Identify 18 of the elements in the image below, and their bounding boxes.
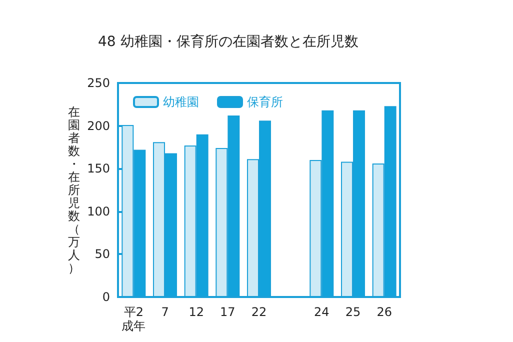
x-tick-label: 25	[345, 305, 361, 319]
x-tick-label: 12	[188, 305, 204, 319]
legend-label: 保育所	[247, 95, 283, 109]
x-tick-label: 26	[376, 305, 392, 319]
y-tick-label: 150	[87, 162, 110, 176]
x-tick-label: 7	[161, 305, 169, 319]
y-tick-label: 50	[94, 247, 110, 262]
x-tick-label: 平2 成年	[122, 305, 146, 333]
text: 在園者数・在所児数（万人）	[68, 105, 80, 275]
y-tick-label: 250	[87, 76, 110, 90]
y-tick-label: 0	[102, 290, 110, 304]
x-tick-label: 17	[220, 305, 236, 319]
y-tick-label: 200	[87, 118, 110, 133]
legend-label: 幼稚園	[163, 95, 199, 109]
y-tick-label: 100	[87, 204, 110, 218]
chart-title: 48 幼稚園・保育所の在園者数と在所児数	[98, 33, 358, 50]
x-tick-label: 22	[251, 305, 267, 319]
x-tick-label: 24	[314, 305, 330, 319]
